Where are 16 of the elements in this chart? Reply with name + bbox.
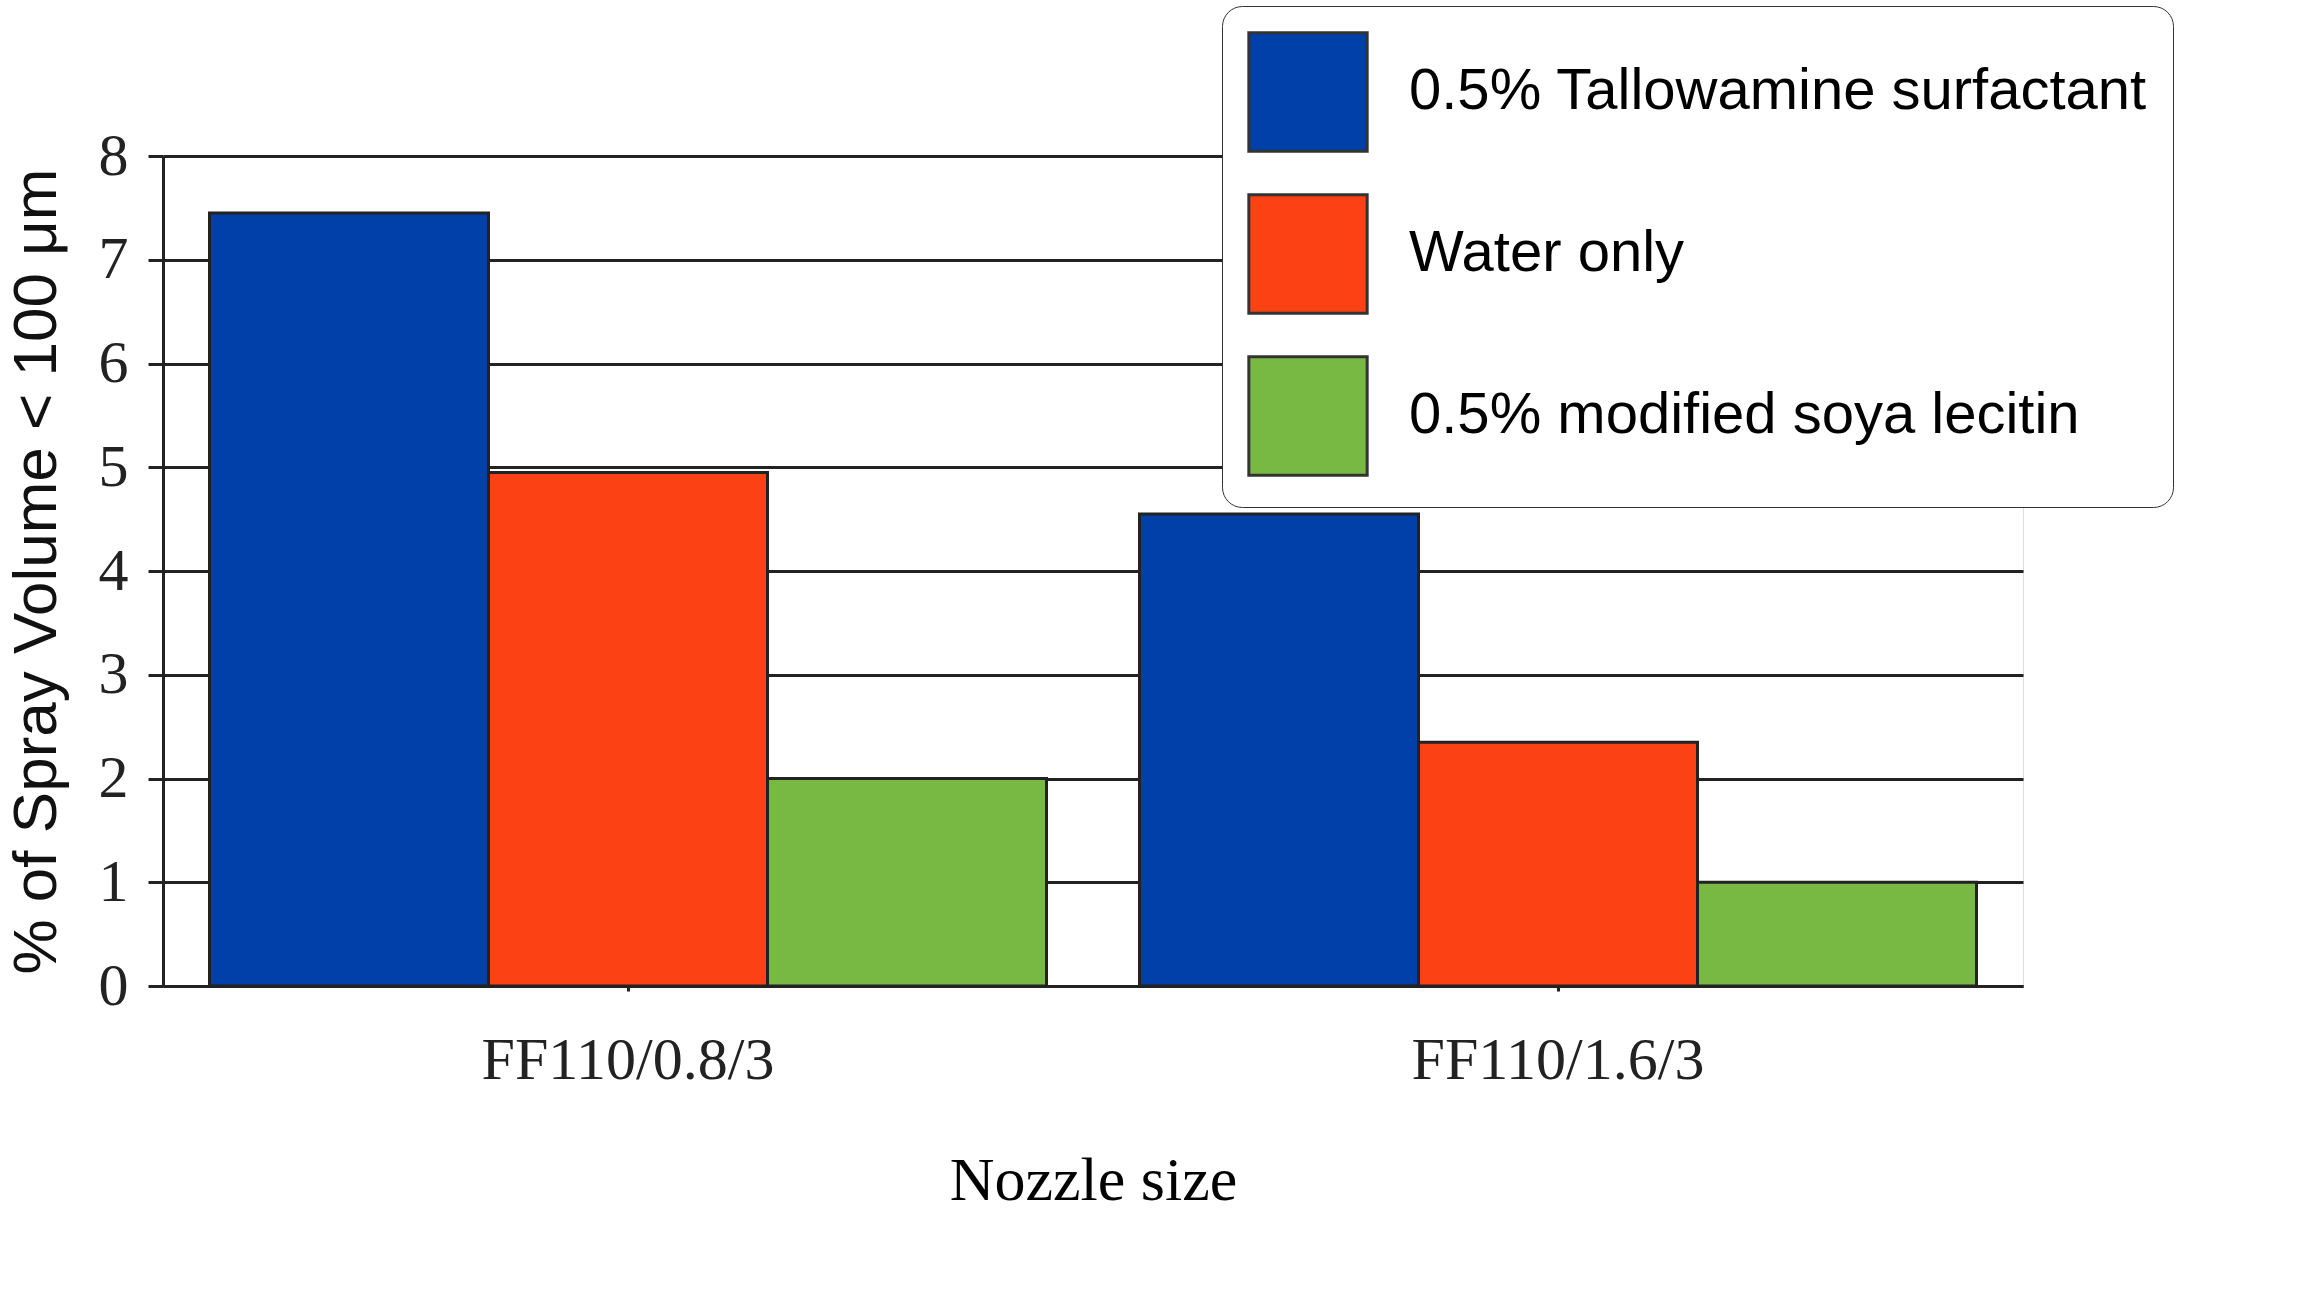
legend-label: 0.5% Tallowamine surfactant bbox=[1409, 56, 2147, 121]
y-tick-label: 3 bbox=[98, 640, 129, 707]
y-tick-label: 1 bbox=[98, 847, 129, 914]
x-axis-title: Nozzle size bbox=[949, 1144, 1238, 1213]
x-tick-label: FF110/1.6/3 bbox=[1411, 1025, 1705, 1092]
y-tick-label: 6 bbox=[98, 329, 129, 395]
legend-label: 0.5% modified soya lecitin bbox=[1409, 380, 2080, 445]
y-tick-label: 4 bbox=[98, 536, 129, 603]
x-tick-label: FF110/0.8/3 bbox=[481, 1025, 775, 1092]
y-axis-title: % of Spray Volume < 100 μm bbox=[0, 168, 69, 975]
legend-label: Water only bbox=[1409, 218, 1685, 283]
y-tick-label: 2 bbox=[98, 744, 129, 810]
y-tick-label: 0 bbox=[98, 951, 129, 1018]
y-tick-label: 8 bbox=[98, 121, 129, 188]
y-tick-label: 7 bbox=[98, 225, 129, 292]
y-tick-label: 5 bbox=[98, 432, 129, 499]
